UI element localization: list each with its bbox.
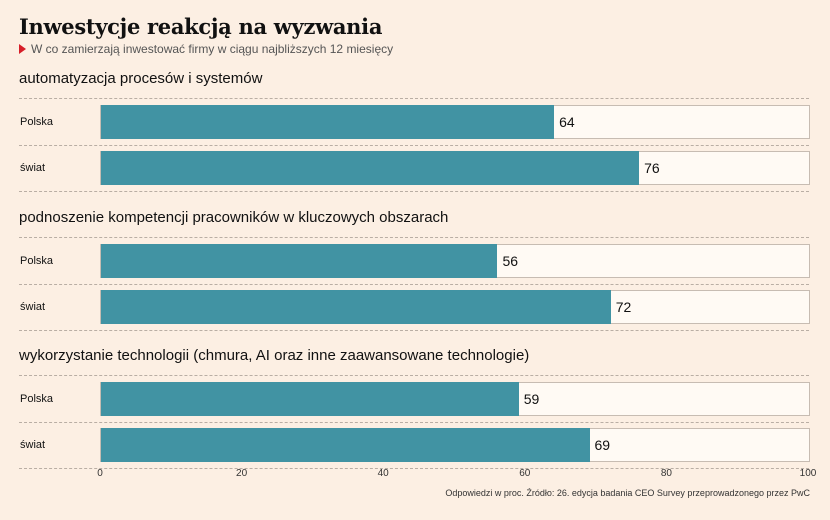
value-label: 76 xyxy=(644,160,660,176)
row-label: Polska xyxy=(20,255,54,267)
divider xyxy=(19,422,809,423)
value-label: 64 xyxy=(559,114,575,130)
group-title: podnoszenie kompetencji pracowników w kl… xyxy=(19,209,449,226)
value-label: 56 xyxy=(502,253,519,269)
subtitle-text: W co zamierzają inwestować firmy w ciągu… xyxy=(31,42,394,56)
divider xyxy=(19,191,809,192)
row-label: świat xyxy=(20,162,46,174)
chart-subtitle: W co zamierzają inwestować firmy w ciągu… xyxy=(19,42,393,56)
bar xyxy=(101,290,611,324)
divider xyxy=(19,468,809,469)
bar xyxy=(101,244,498,278)
value-label: 72 xyxy=(615,299,632,315)
bar xyxy=(101,382,519,416)
divider xyxy=(19,98,809,99)
source-note: Odpowiedzi w proc. Źródło: 26. edycja ba… xyxy=(445,488,810,498)
row-label: Polska xyxy=(20,116,54,128)
bar xyxy=(101,105,555,139)
bar xyxy=(101,428,590,462)
divider xyxy=(19,330,809,331)
group-title: wykorzystanie technologii (chmura, AI or… xyxy=(19,347,530,364)
divider xyxy=(19,145,809,146)
value-label: 69 xyxy=(594,437,611,453)
x-tick-label: 100 xyxy=(799,468,817,479)
divider xyxy=(19,237,809,238)
x-tick-label: 60 xyxy=(519,468,531,479)
chart-title: Inwestycje reakcją na wyzwania xyxy=(19,14,383,39)
divider xyxy=(19,375,809,376)
row-label: świat xyxy=(20,301,46,313)
value-label: 59 xyxy=(523,391,540,407)
x-tick-label: 20 xyxy=(236,468,248,479)
divider xyxy=(19,284,809,285)
red-triangle-icon xyxy=(19,44,26,54)
row-label: Polska xyxy=(20,393,54,405)
group-title: automatyzacja procesów i systemów xyxy=(19,70,263,87)
x-axis: 0 20 40 60 80 100 xyxy=(97,468,816,482)
x-tick-label: 40 xyxy=(377,468,389,479)
x-tick-label: 0 xyxy=(97,468,103,479)
bar xyxy=(101,151,640,185)
row-label: świat xyxy=(20,439,46,451)
x-tick-label: 80 xyxy=(660,468,672,479)
